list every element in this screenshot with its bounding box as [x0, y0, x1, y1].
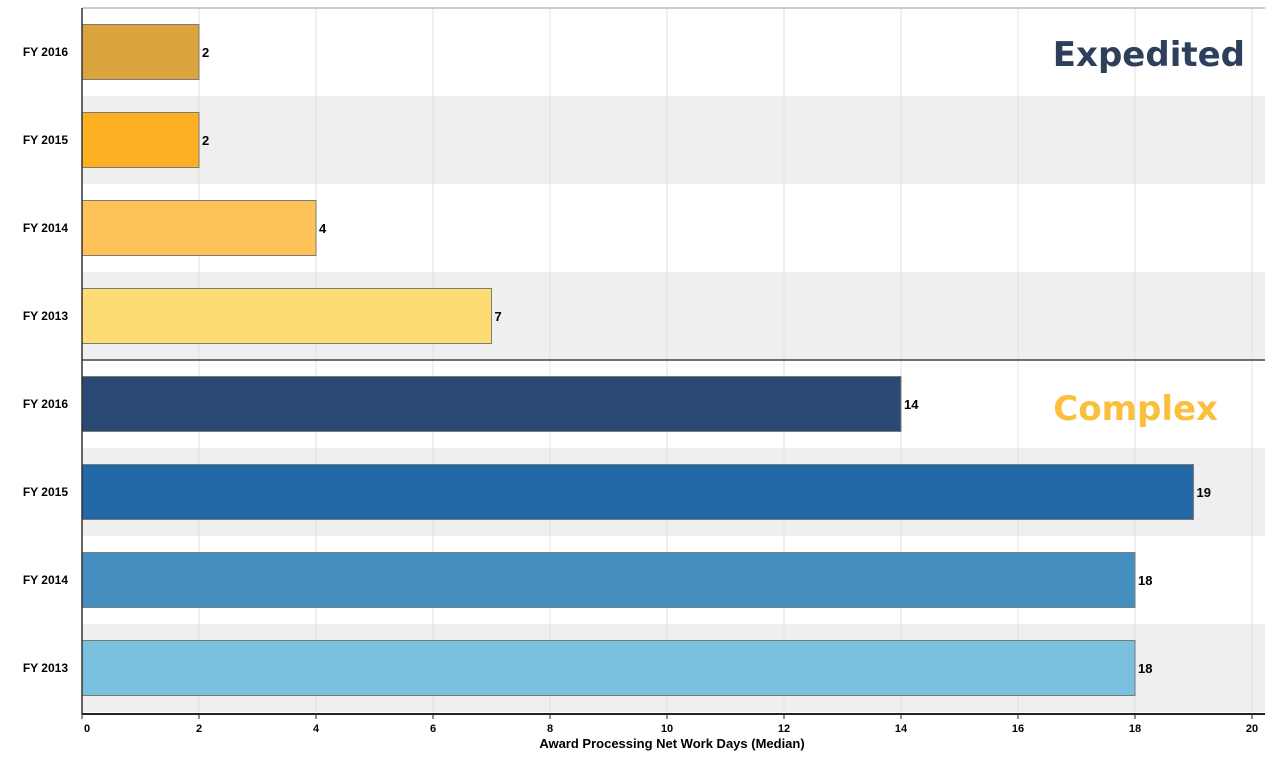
bar-expedited-fy-2016 [81, 24, 200, 80]
value-label: 4 [319, 221, 327, 236]
x-tick-label: 6 [430, 723, 436, 735]
category-label: FY 2015 [23, 133, 68, 147]
x-tick-label: 16 [1012, 723, 1024, 735]
category-label: FY 2013 [23, 309, 68, 323]
x-tick-label: 10 [661, 723, 673, 735]
category-label: FY 2016 [23, 45, 68, 59]
value-label: 18 [1138, 661, 1152, 676]
labels: FY 2016 2 FY 2015 2 FY 2014 4 FY 2013 7 FY 2016 1… [23, 45, 1258, 735]
bars [81, 24, 1194, 696]
x-tick-label: 12 [778, 723, 790, 735]
x-axis-title: Award Processing Net Work Days (Median) [539, 736, 804, 751]
value-label: 18 [1138, 573, 1152, 588]
x-tick-label: 0 [84, 723, 90, 735]
axes [81, 7, 1265, 719]
bar-complex-fy-2015 [81, 464, 1194, 520]
bar-complex-fy-2013 [81, 640, 1136, 696]
x-tick-label: 18 [1129, 723, 1141, 735]
x-tick-label: 8 [547, 723, 553, 735]
expedited-group-title: Expedited [1053, 35, 1245, 75]
category-label: FY 2014 [23, 573, 68, 587]
category-label: FY 2016 [23, 397, 68, 411]
row-band [82, 96, 1265, 184]
bar-expedited-fy-2013 [81, 288, 492, 344]
value-label: 2 [202, 133, 209, 148]
bar-expedited-fy-2014 [81, 200, 317, 256]
bar-complex-fy-2014 [81, 552, 1136, 608]
x-tick-label: 14 [895, 723, 908, 735]
x-tick-label: 4 [313, 723, 320, 735]
bar-complex-fy-2016 [81, 376, 902, 432]
bar-expedited-fy-2015 [81, 112, 200, 168]
category-label: FY 2014 [23, 221, 68, 235]
category-label: FY 2015 [23, 485, 68, 499]
x-tick-label: 2 [196, 723, 202, 735]
value-label: 2 [202, 45, 209, 60]
x-tick-label: 20 [1246, 723, 1258, 735]
value-label: 7 [495, 309, 502, 324]
category-label: FY 2013 [23, 661, 68, 675]
value-label: 14 [904, 397, 919, 412]
complex-group-title: Complex [1053, 389, 1218, 429]
value-label: 19 [1197, 485, 1211, 500]
